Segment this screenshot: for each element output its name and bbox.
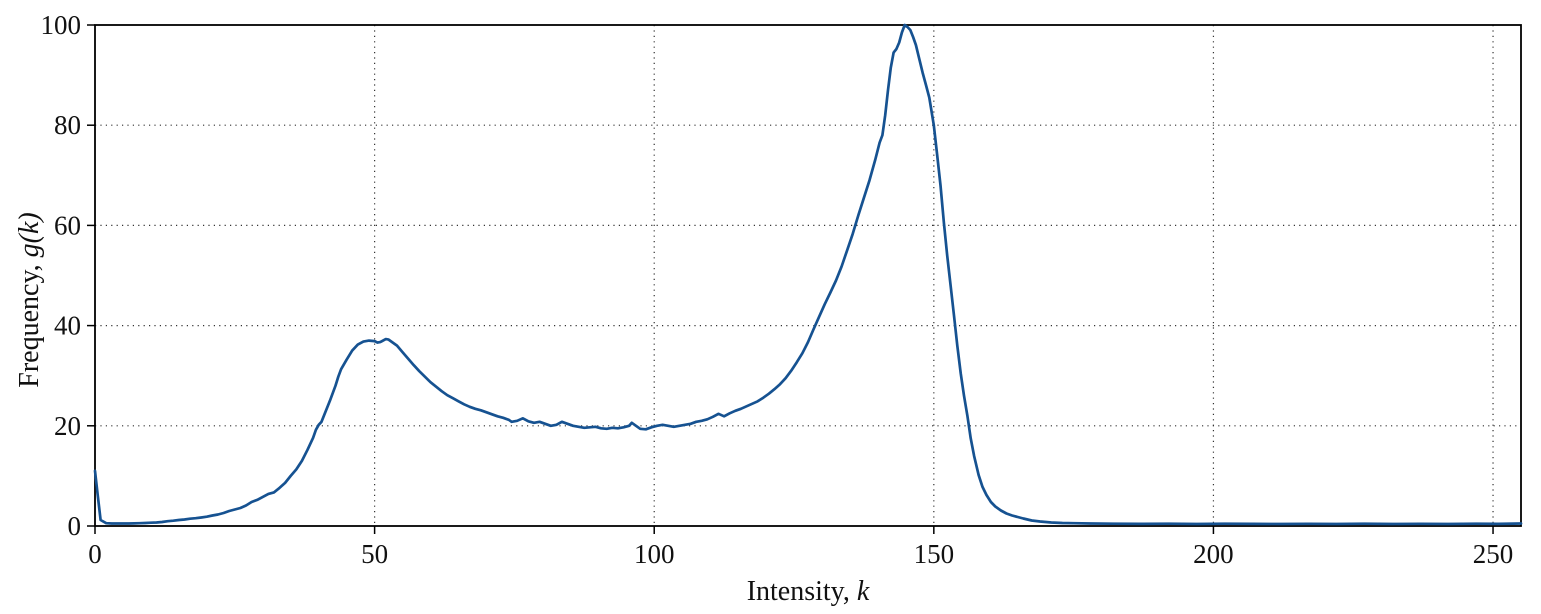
y-axis-label-text: Frequency, [14,257,45,388]
x-tick-label: 50 [361,539,388,569]
y-axis-label: Frequency, g(k) [14,212,46,387]
x-axis-label-text: Intensity, [746,576,857,607]
y-tick-label: 0 [68,511,82,541]
x-tick-label: 0 [88,539,102,569]
y-tick-label: 40 [54,311,81,341]
x-tick-label: 150 [914,539,955,569]
x-axis-label-math: k [856,576,870,607]
y-tick-label: 20 [54,411,81,441]
y-tick-label: 80 [54,110,81,140]
x-tick-label: 250 [1473,539,1514,569]
x-tick-label: 100 [634,539,675,569]
x-axis-label: Intensity, k [95,576,1521,608]
y-tick-label: 100 [41,10,82,40]
axes-frame [94,24,1522,527]
y-tick-label: 60 [54,210,81,240]
y-axis-label-math: g(k) [14,212,45,258]
histogram-line [93,23,1523,526]
x-tick-label: 200 [1193,539,1234,569]
